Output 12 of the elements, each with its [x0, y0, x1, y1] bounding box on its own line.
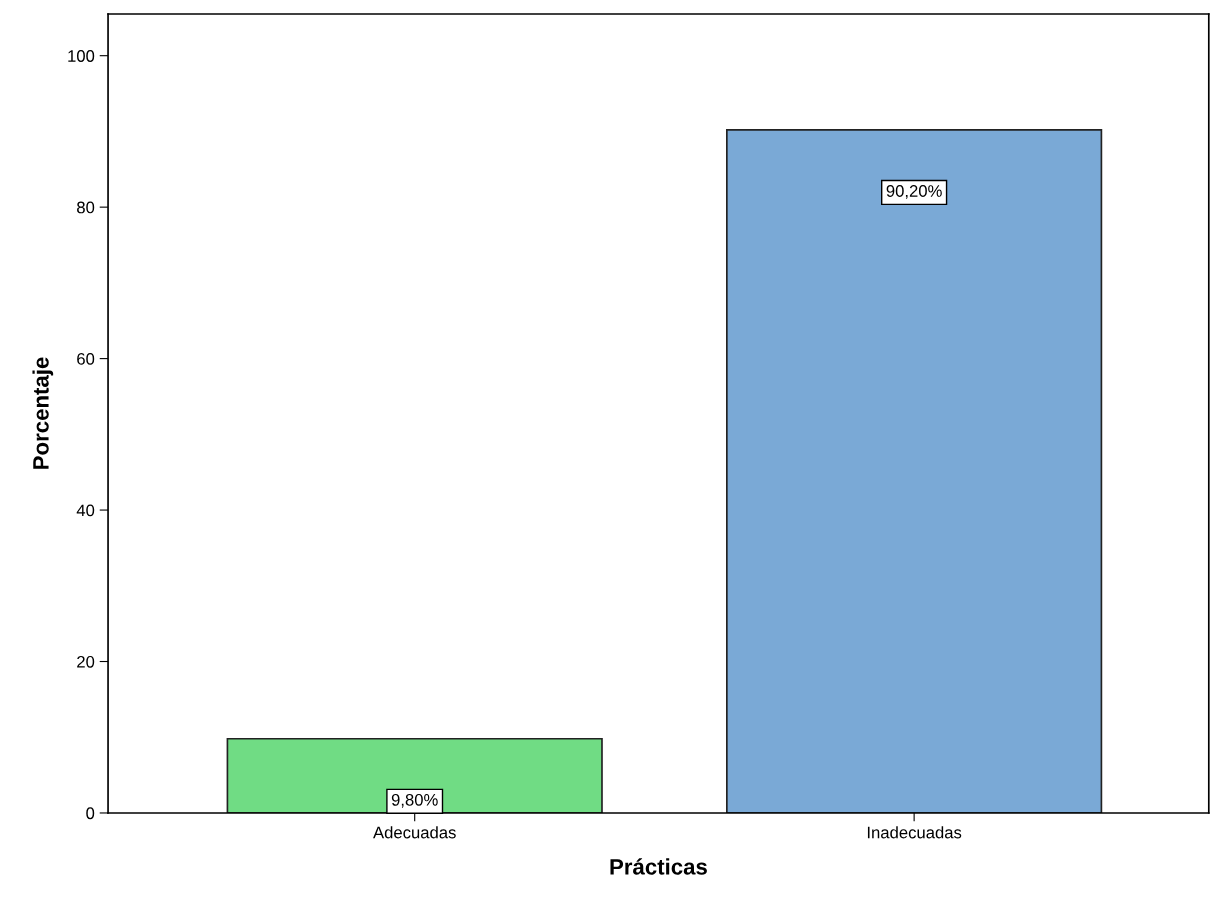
y-tick-label: 0	[86, 807, 95, 820]
x-tick-label: Adecuadas	[373, 826, 456, 839]
x-tick-label: Inadecuadas	[867, 826, 962, 839]
data-label: 9,80%	[391, 793, 438, 808]
x-axis-title: Prácticas	[610, 858, 707, 875]
data-label: 90,20%	[886, 185, 942, 199]
y-tick-label: 40	[76, 504, 95, 517]
y-tick-label: 80	[77, 201, 95, 214]
y-tick-label: 100	[68, 50, 95, 62]
y-axis-title: Porcentaje	[32, 357, 54, 469]
y-tick-label: 60	[77, 353, 95, 365]
y-tick-label: 20	[77, 655, 95, 668]
